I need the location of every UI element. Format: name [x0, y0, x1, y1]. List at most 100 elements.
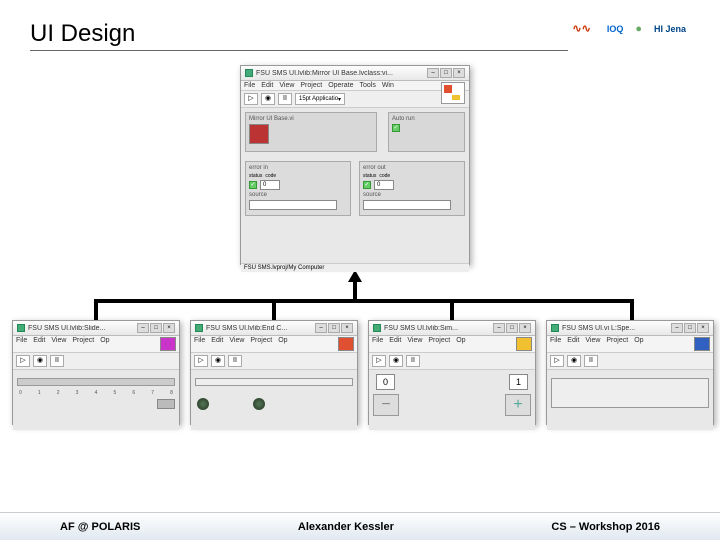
logo-ioq: IOQ	[603, 22, 628, 36]
stop-button[interactable]: ◉	[567, 355, 581, 367]
error-out-code[interactable]: 0	[374, 180, 394, 190]
child2-menubar[interactable]: File Edit View Project Op	[191, 336, 357, 353]
pause-button[interactable]: II	[278, 93, 292, 105]
main-titlebar[interactable]: FSU SMS UI.lvlib:Mirror UI Base.lvclass:…	[241, 66, 469, 81]
child2-toolbar: ▷ ◉ II	[191, 353, 357, 370]
close-button[interactable]: ×	[453, 68, 465, 78]
minimize-button[interactable]: –	[427, 68, 439, 78]
close-button[interactable]: ×	[341, 323, 353, 333]
child1-toolbar: ▷ ◉ II	[13, 353, 179, 370]
menu-op[interactable]: Op	[278, 337, 287, 351]
menu-op[interactable]: Op	[100, 337, 109, 351]
increment-button[interactable]: +	[505, 394, 531, 416]
menu-view[interactable]: View	[407, 337, 422, 351]
run-button[interactable]: ▷	[244, 93, 258, 105]
main-menubar[interactable]: File Edit View Project Operate Tools Win	[241, 81, 469, 91]
child4-menubar[interactable]: File Edit View Project Op	[547, 336, 713, 353]
menu-project[interactable]: Project	[300, 82, 322, 89]
menu-project[interactable]: Project	[250, 337, 272, 351]
autorun-checkbox[interactable]: ✓	[392, 124, 400, 132]
font-dropdown[interactable]: 15pt Applicatio ▾	[295, 93, 345, 105]
stop-button[interactable]: ◉	[389, 355, 403, 367]
menu-view[interactable]: View	[51, 337, 66, 351]
child1-menubar[interactable]: File Edit View Project Op	[13, 336, 179, 353]
menu-project[interactable]: Project	[606, 337, 628, 351]
close-button[interactable]: ×	[163, 323, 175, 333]
child2-title: FSU SMS UI.lvlib:End C...	[206, 325, 312, 332]
child3-titlebar[interactable]: FSU SMS UI.lvlib:Sim... – □ ×	[369, 321, 535, 336]
run-button[interactable]: ▷	[194, 355, 208, 367]
stop-button[interactable]: ◉	[33, 355, 47, 367]
pause-button[interactable]: II	[406, 355, 420, 367]
pause-button[interactable]: II	[584, 355, 598, 367]
menu-file[interactable]: File	[372, 337, 383, 351]
child3-title: FSU SMS UI.lvlib:Sim...	[384, 325, 490, 332]
pause-button[interactable]: II	[50, 355, 64, 367]
connector-pane-icon[interactable]	[441, 82, 465, 104]
error-in-status[interactable]: ✓	[249, 181, 257, 189]
menu-op[interactable]: Op	[456, 337, 465, 351]
menu-edit[interactable]: Edit	[33, 337, 45, 351]
minimize-button[interactable]: –	[493, 323, 505, 333]
menu-op[interactable]: Op	[634, 337, 643, 351]
slider-control[interactable]	[17, 378, 175, 386]
minimize-button[interactable]: –	[671, 323, 683, 333]
minimize-button[interactable]: –	[137, 323, 149, 333]
menu-win[interactable]: Win	[382, 82, 394, 89]
decrement-button[interactable]: −	[373, 394, 399, 416]
connector-v3	[450, 299, 454, 321]
run-button[interactable]: ▷	[550, 355, 564, 367]
maximize-button[interactable]: □	[684, 323, 696, 333]
child2-pane-icon[interactable]	[338, 337, 354, 351]
error-in-code[interactable]: 0	[260, 180, 280, 190]
menu-view[interactable]: View	[279, 82, 294, 89]
slide-footer: AF @ POLARIS Alexander Kessler CS – Work…	[0, 512, 720, 540]
child3-pane-icon[interactable]	[516, 337, 532, 351]
child4-titlebar[interactable]: FSU SMS UI.vi L:Spe... – □ ×	[547, 321, 713, 336]
run-button[interactable]: ▷	[372, 355, 386, 367]
menu-file[interactable]: File	[16, 337, 27, 351]
thumb-icon[interactable]	[157, 399, 175, 409]
error-out-status[interactable]: ✓	[363, 181, 371, 189]
error-out-source[interactable]	[363, 200, 451, 210]
menu-edit[interactable]: Edit	[389, 337, 401, 351]
code-out-label: code	[379, 173, 390, 179]
minimize-button[interactable]: –	[315, 323, 327, 333]
menu-edit[interactable]: Edit	[567, 337, 579, 351]
stop-button[interactable]: ◉	[211, 355, 225, 367]
menu-edit[interactable]: Edit	[211, 337, 223, 351]
menu-view[interactable]: View	[229, 337, 244, 351]
menu-file[interactable]: File	[194, 337, 205, 351]
menu-file[interactable]: File	[244, 82, 255, 89]
child2-titlebar[interactable]: FSU SMS UI.lvlib:End C... – □ ×	[191, 321, 357, 336]
close-button[interactable]: ×	[697, 323, 709, 333]
menu-file[interactable]: File	[550, 337, 561, 351]
child3-menubar[interactable]: File Edit View Project Op	[369, 336, 535, 353]
close-button[interactable]: ×	[519, 323, 531, 333]
maximize-button[interactable]: □	[328, 323, 340, 333]
error-in-source[interactable]	[249, 200, 337, 210]
pause-button[interactable]: II	[228, 355, 242, 367]
separator-icon: ●	[635, 23, 642, 35]
child4-pane-icon[interactable]	[694, 337, 710, 351]
menu-project[interactable]: Project	[72, 337, 94, 351]
child1-titlebar[interactable]: FSU SMS UI.lvlib:Slide... – □ ×	[13, 321, 179, 336]
stop-button[interactable]: ◉	[261, 93, 275, 105]
value-right[interactable]: 1	[509, 374, 528, 390]
menu-project[interactable]: Project	[428, 337, 450, 351]
run-button[interactable]: ▷	[16, 355, 30, 367]
menu-tools[interactable]: Tools	[359, 82, 375, 89]
child3-body: 0 1 − +	[369, 370, 535, 430]
connector-v1	[94, 299, 98, 321]
maximize-button[interactable]: □	[506, 323, 518, 333]
child1-pane-icon[interactable]	[160, 337, 176, 351]
vi-block-icon[interactable]	[249, 124, 269, 144]
menu-operate[interactable]: Operate	[328, 82, 353, 89]
status-label: status	[249, 173, 262, 179]
maximize-button[interactable]: □	[440, 68, 452, 78]
menu-edit[interactable]: Edit	[261, 82, 273, 89]
child1-title: FSU SMS UI.lvlib:Slide...	[28, 325, 134, 332]
menu-view[interactable]: View	[585, 337, 600, 351]
maximize-button[interactable]: □	[150, 323, 162, 333]
value-left[interactable]: 0	[376, 374, 395, 390]
